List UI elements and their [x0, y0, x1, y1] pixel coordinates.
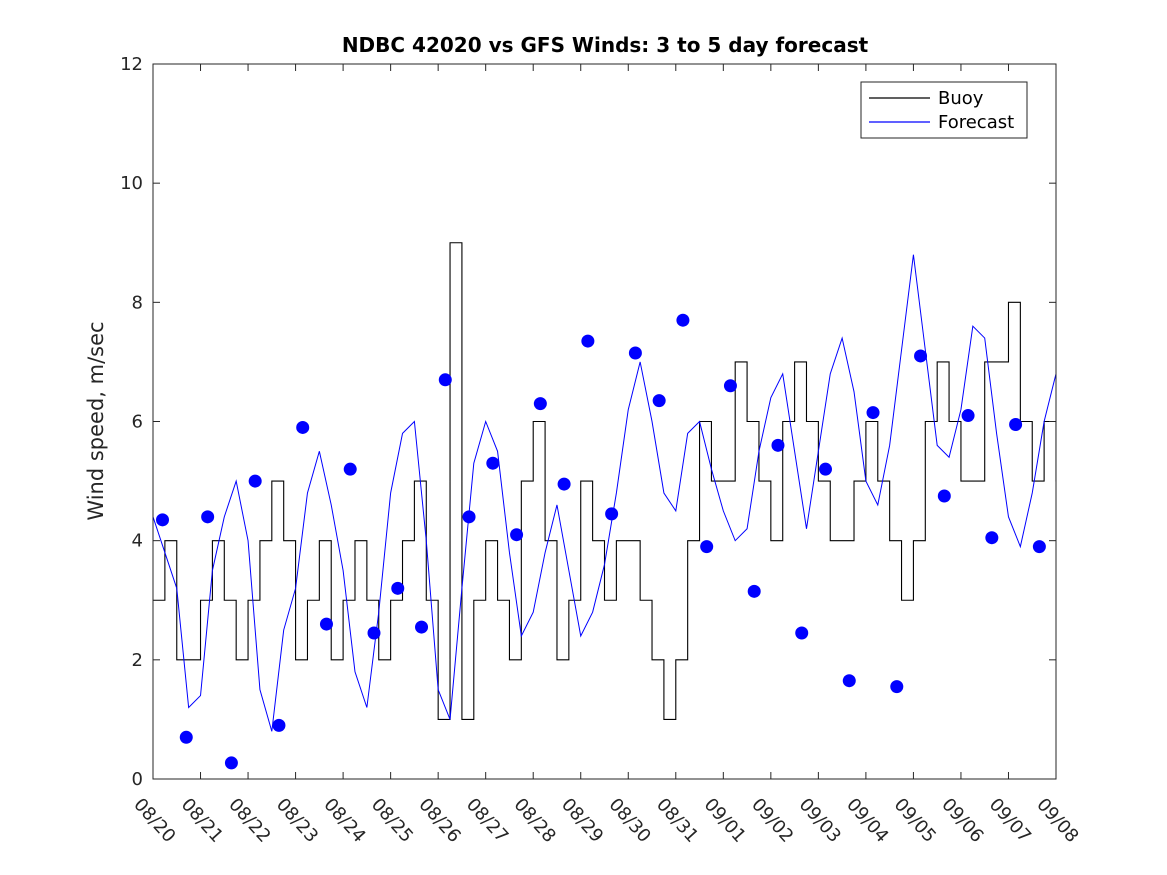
forecast-marker — [818, 462, 832, 476]
forecast-marker — [890, 680, 904, 694]
forecast-marker — [1032, 540, 1046, 554]
forecast-marker — [248, 474, 262, 488]
chart-title: NDBC 42020 vs GFS Winds: 3 to 5 day fore… — [342, 33, 869, 57]
forecast-marker — [533, 397, 547, 411]
forecast-marker — [795, 626, 809, 640]
y-axis: 0 2 4 6 8 10 12 — [120, 54, 1056, 790]
y-tick-label: 2 — [132, 650, 143, 671]
forecast-marker — [557, 477, 571, 491]
legend-label-forecast: Forecast — [938, 112, 1014, 133]
legend-box — [860, 81, 1028, 139]
forecast-marker — [605, 507, 619, 521]
y-tick-label: 6 — [132, 412, 143, 433]
forecast-line — [153, 254, 1056, 732]
forecast-marker — [415, 620, 429, 634]
forecast-marker — [961, 409, 975, 423]
forecast-marker — [937, 489, 951, 503]
forecast-marker — [343, 462, 357, 476]
y-tick-label: 12 — [120, 54, 143, 75]
forecast-marker — [391, 581, 405, 595]
buoy-series — [153, 242, 1056, 720]
y-tick-label: 4 — [132, 531, 143, 552]
forecast-marker — [747, 584, 761, 598]
forecast-marker — [628, 346, 642, 360]
y-tick-label: 10 — [120, 173, 143, 194]
buoy-line — [153, 242, 1056, 720]
forecast-marker — [581, 334, 595, 348]
forecast-markers — [156, 313, 1046, 770]
forecast-marker — [462, 510, 476, 524]
forecast-marker — [486, 456, 500, 470]
forecast-marker — [652, 394, 666, 408]
forecast-marker — [272, 718, 286, 732]
forecast-marker — [985, 531, 999, 545]
forecast-marker — [319, 617, 333, 631]
forecast-marker — [296, 420, 310, 434]
forecast-marker — [156, 513, 170, 527]
forecast-marker — [1009, 417, 1023, 431]
forecast-marker — [771, 438, 785, 452]
forecast-marker — [179, 730, 193, 744]
forecast-marker — [201, 510, 215, 524]
forecast-marker — [676, 313, 690, 327]
forecast-marker — [224, 756, 238, 770]
forecast-marker — [367, 626, 381, 640]
legend: Buoy Forecast — [860, 81, 1028, 139]
forecast-marker — [866, 406, 880, 420]
y-tick-label: 8 — [132, 292, 143, 313]
forecast-marker — [700, 540, 714, 554]
forecast-series — [153, 254, 1056, 732]
forecast-marker — [723, 379, 737, 393]
forecast-marker — [914, 349, 928, 363]
y-axis-label: Wind speed, m/sec — [84, 321, 108, 520]
legend-label-buoy: Buoy — [938, 88, 984, 109]
y-tick-label: 0 — [132, 769, 143, 790]
forecast-marker — [438, 373, 452, 387]
forecast-marker — [842, 674, 856, 688]
forecast-marker — [510, 528, 524, 542]
